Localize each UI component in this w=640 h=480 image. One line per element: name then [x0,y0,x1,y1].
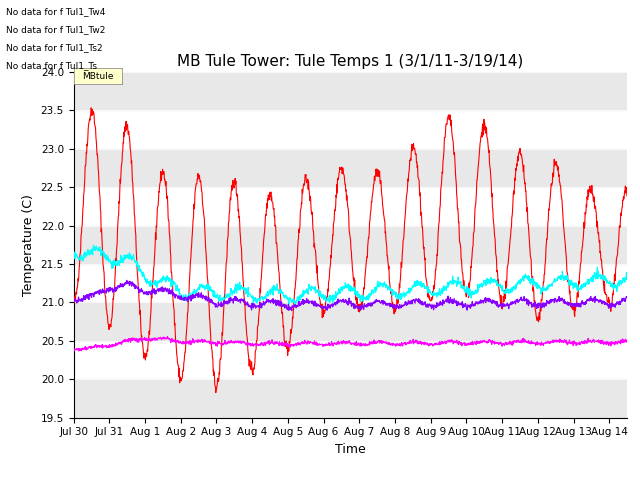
Text: No data for f Tul1_Tw2: No data for f Tul1_Tw2 [6,25,106,34]
Bar [74,226,627,264]
Bar [74,302,627,341]
Bar [74,72,627,110]
Bar [74,149,627,187]
Bar [74,379,627,418]
Text: No data for f Tul1_Ts2: No data for f Tul1_Ts2 [6,43,103,52]
Y-axis label: Temperature (C): Temperature (C) [22,194,35,296]
Text: No data for f Tul1_Ts: No data for f Tul1_Ts [6,60,97,70]
Title: MB Tule Tower: Tule Temps 1 (3/1/11-3/19/14): MB Tule Tower: Tule Temps 1 (3/1/11-3/19… [177,54,524,70]
Text: No data for f Tul1_Tw4: No data for f Tul1_Tw4 [6,7,106,16]
X-axis label: Time: Time [335,443,366,456]
Text: MBtule: MBtule [82,72,113,81]
